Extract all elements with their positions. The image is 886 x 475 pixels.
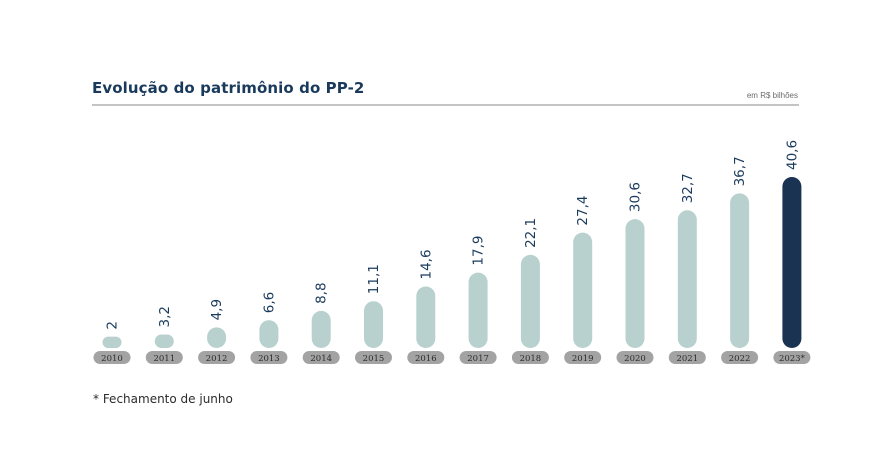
year-label-2011: 2011 (153, 354, 175, 364)
year-label-2018: 2018 (520, 354, 542, 364)
year-pill-2010 (93, 351, 131, 364)
year-pill-2016 (407, 351, 445, 364)
bar-2018 (520, 254, 540, 348)
bar-2021 (677, 210, 697, 348)
year-pill-2019 (564, 351, 602, 364)
year-label-2022: 2022 (729, 354, 751, 364)
bar-2022 (730, 193, 750, 348)
year-pill-2015 (355, 351, 392, 364)
year-label-2019: 2019 (572, 354, 594, 364)
bar-2019 (573, 232, 593, 348)
bar-2020 (625, 219, 645, 348)
value-label-2016: 14,6 (418, 249, 434, 279)
value-label-2018: 22,1 (523, 218, 539, 248)
year-label-2016: 2016 (415, 354, 437, 364)
year-label-2023: 2023* (779, 354, 806, 364)
year-pill-2011 (145, 351, 183, 364)
value-label-2022: 36,7 (732, 156, 748, 186)
year-pill-2013 (250, 351, 288, 364)
year-label-2021: 2021 (676, 354, 698, 364)
bar-2023 (782, 177, 802, 348)
bar-2015 (364, 301, 383, 348)
year-pill-2022 (721, 351, 759, 364)
year-label-2012: 2012 (206, 354, 228, 364)
year-pill-2017 (459, 351, 497, 364)
year-pill-2023 (773, 351, 811, 364)
footnote: * Fechamento de junho (93, 392, 233, 406)
value-label-2013: 6,6 (261, 292, 277, 313)
value-label-2010: 2 (105, 321, 121, 330)
year-pill-2020 (616, 351, 654, 364)
value-label-2023: 40,6 (784, 140, 800, 170)
value-label-2021: 32,7 (680, 173, 696, 203)
bar-2012 (207, 327, 227, 348)
year-label-2020: 2020 (624, 354, 646, 364)
year-label-2013: 2013 (258, 354, 280, 364)
year-pill-2018 (511, 351, 549, 364)
bar-2013 (259, 320, 279, 348)
value-label-2015: 11,1 (366, 264, 382, 294)
year-pill-2021 (668, 351, 706, 364)
bar-2017 (468, 272, 488, 348)
year-pill-2012 (198, 351, 236, 364)
value-label-2011: 3,2 (157, 306, 173, 327)
year-label-2015: 2015 (363, 354, 385, 364)
value-label-2019: 27,4 (575, 196, 591, 226)
bar-2016 (416, 286, 436, 348)
value-label-2017: 17,9 (471, 236, 487, 266)
year-label-2014: 2014 (310, 354, 332, 364)
bar-2014 (311, 310, 331, 348)
value-label-2012: 4,9 (209, 299, 225, 320)
year-label-2017: 2017 (467, 354, 489, 364)
value-label-2014: 8,8 (314, 282, 330, 303)
unit-label: em R$ bilhões (746, 91, 798, 100)
year-label-2010: 2010 (101, 354, 123, 364)
title-divider (92, 104, 799, 106)
bar-2011 (154, 334, 174, 348)
chart-title: Evolução do patrimônio do PP-2 (92, 79, 365, 97)
bar-2010 (102, 336, 122, 348)
year-pill-2014 (302, 351, 340, 364)
value-label-2020: 30,6 (628, 182, 644, 212)
